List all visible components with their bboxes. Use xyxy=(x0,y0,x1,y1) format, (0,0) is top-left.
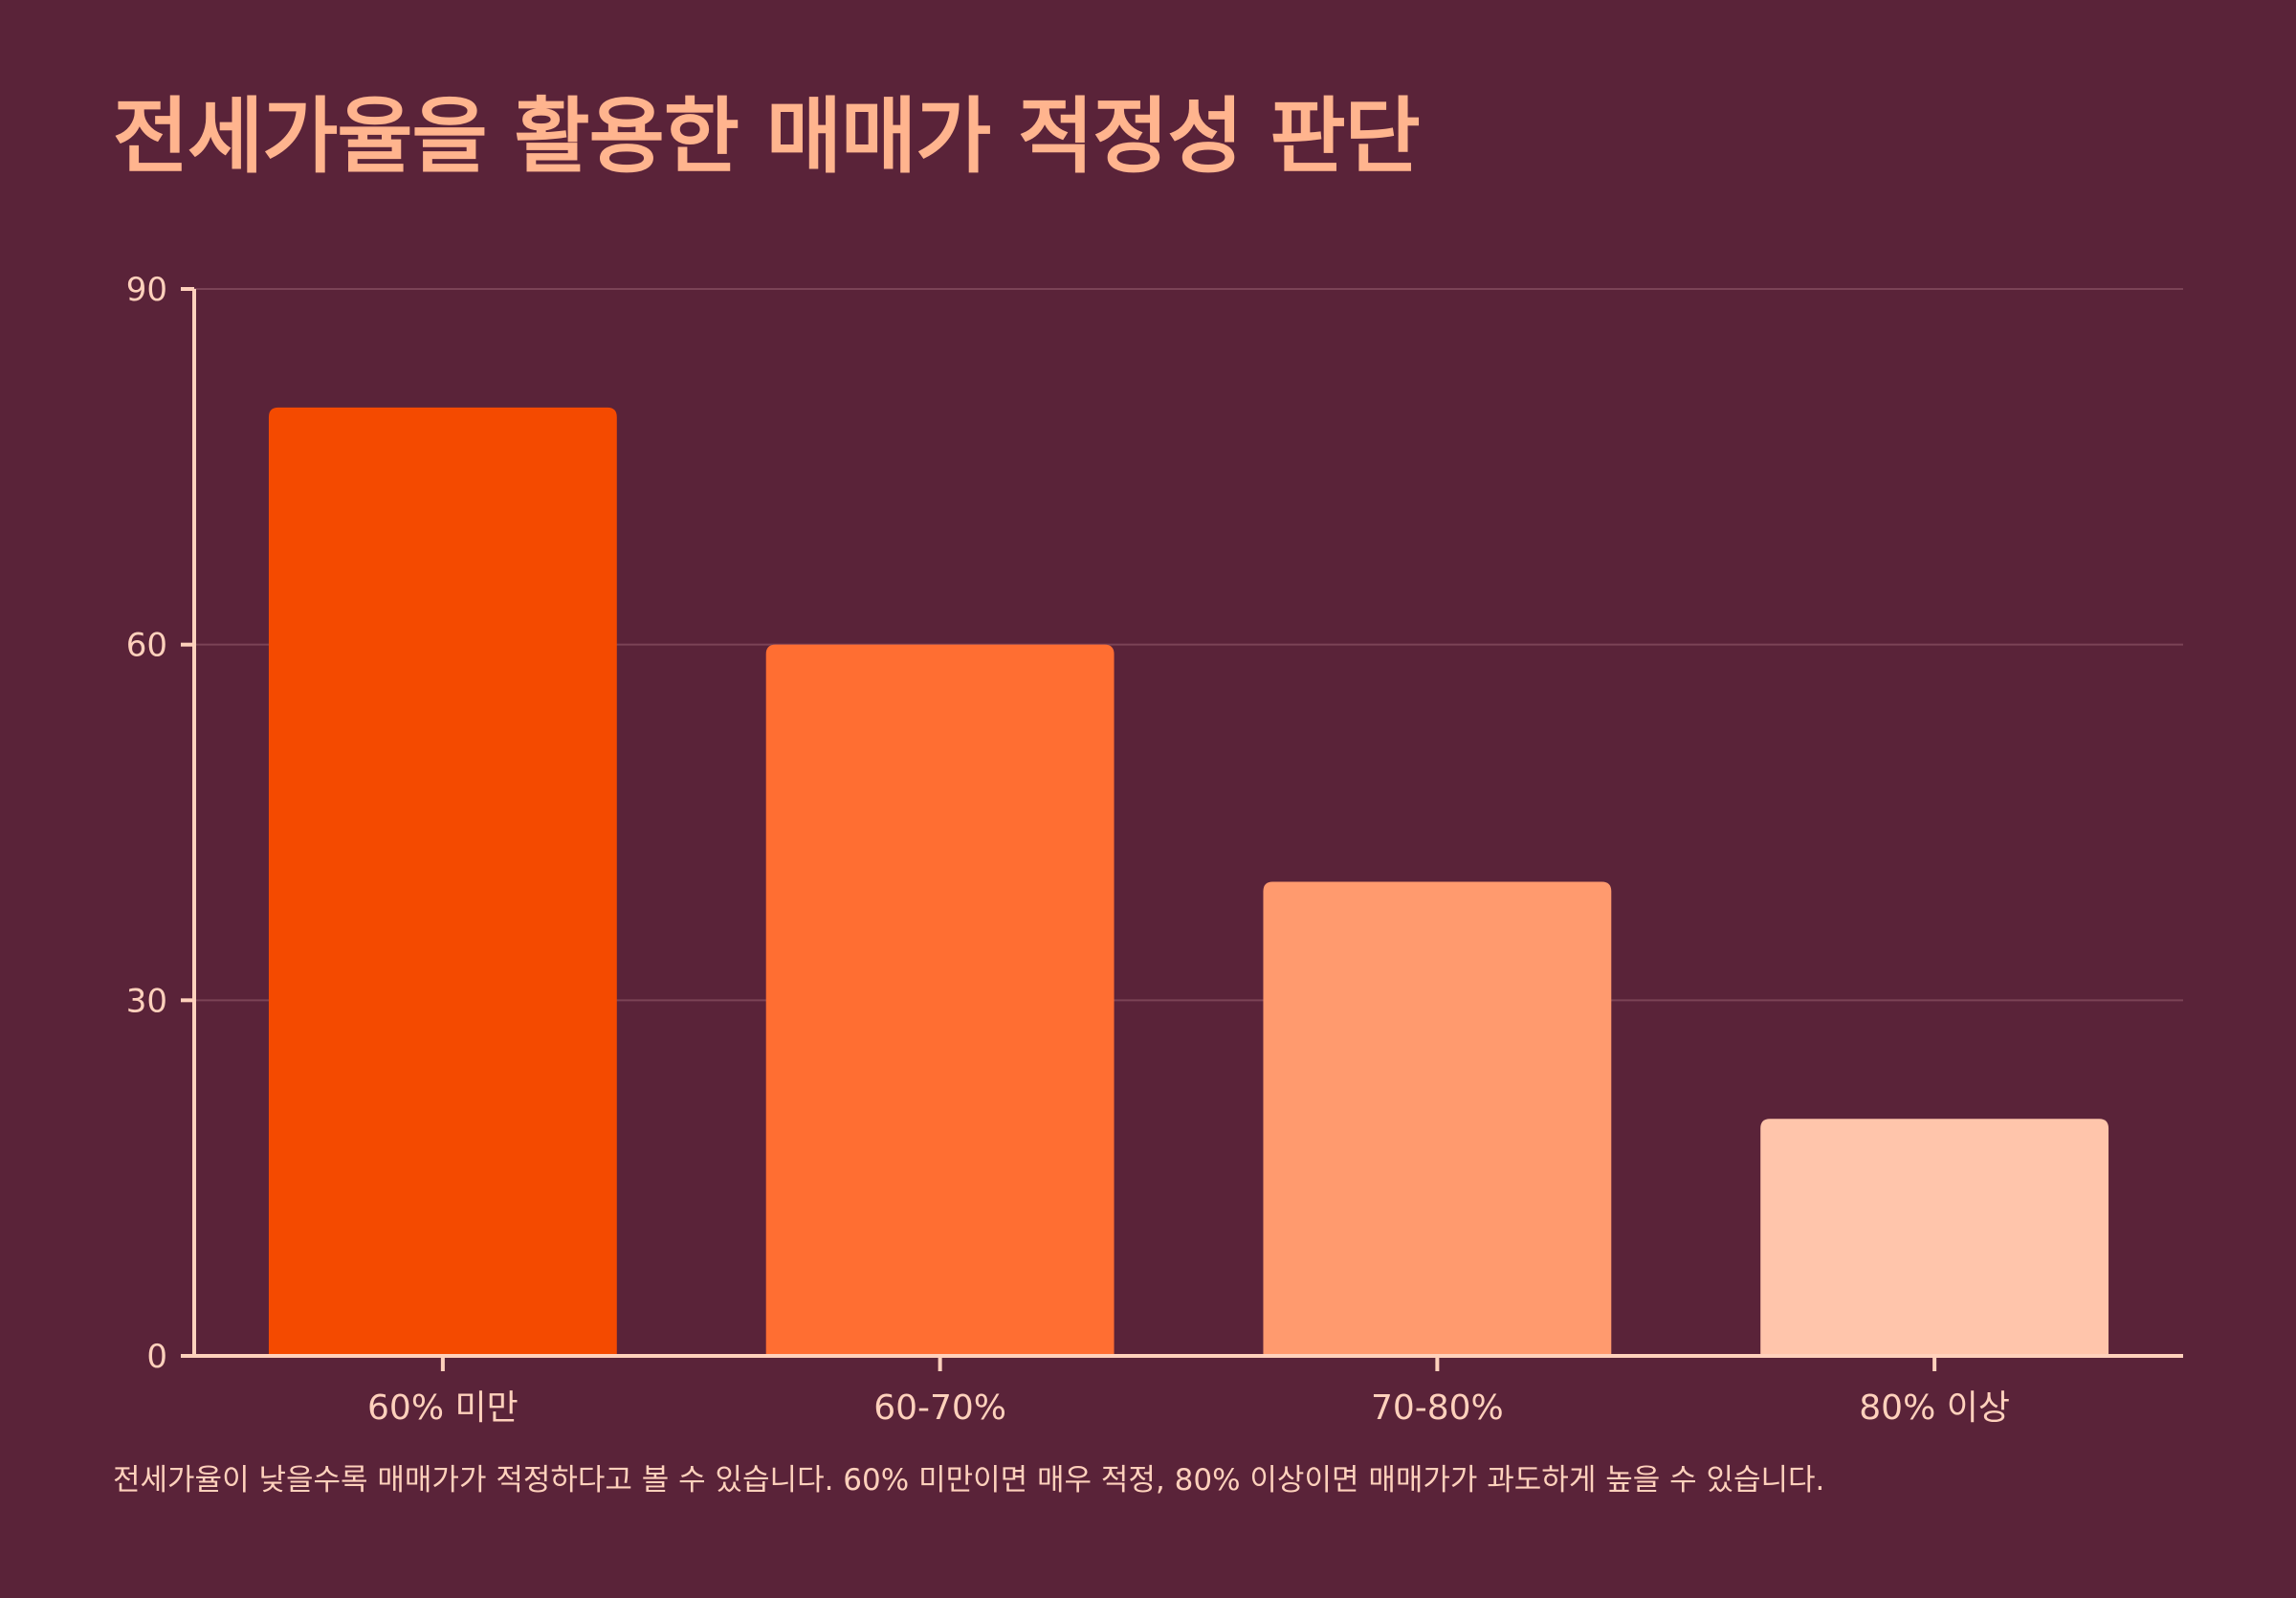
y-tick-label: 30 xyxy=(126,982,167,1020)
x-tick-label: 60-70% xyxy=(873,1388,1006,1428)
x-tick-label: 60% 미만 xyxy=(367,1388,519,1428)
chart-caption: 전세가율이 낮을수록 매매가가 적정하다고 볼 수 있습니다. 60% 미만이면… xyxy=(113,1463,1825,1498)
bar-3 xyxy=(1263,881,1612,1356)
bar-4 xyxy=(1760,1119,2109,1356)
y-tick-label: 60 xyxy=(126,627,167,665)
y-axis-ticks: 0 30 60 90 xyxy=(126,271,194,1376)
y-tick-label: 90 xyxy=(126,271,167,309)
x-axis-ticks: 60% 미만 60-70% 70-80% 80% 이상 xyxy=(367,1356,2010,1428)
bar-1 xyxy=(268,407,617,1356)
bars xyxy=(268,407,2109,1356)
chart-title: 전세가율을 활용한 매매가 적정성 판단 xyxy=(113,89,1421,185)
axes xyxy=(192,289,2183,1358)
y-tick-label: 0 xyxy=(146,1338,167,1376)
x-tick-label: 80% 이상 xyxy=(1859,1388,2010,1428)
bar-2 xyxy=(765,644,1115,1356)
x-tick-label: 70-80% xyxy=(1371,1388,1504,1428)
